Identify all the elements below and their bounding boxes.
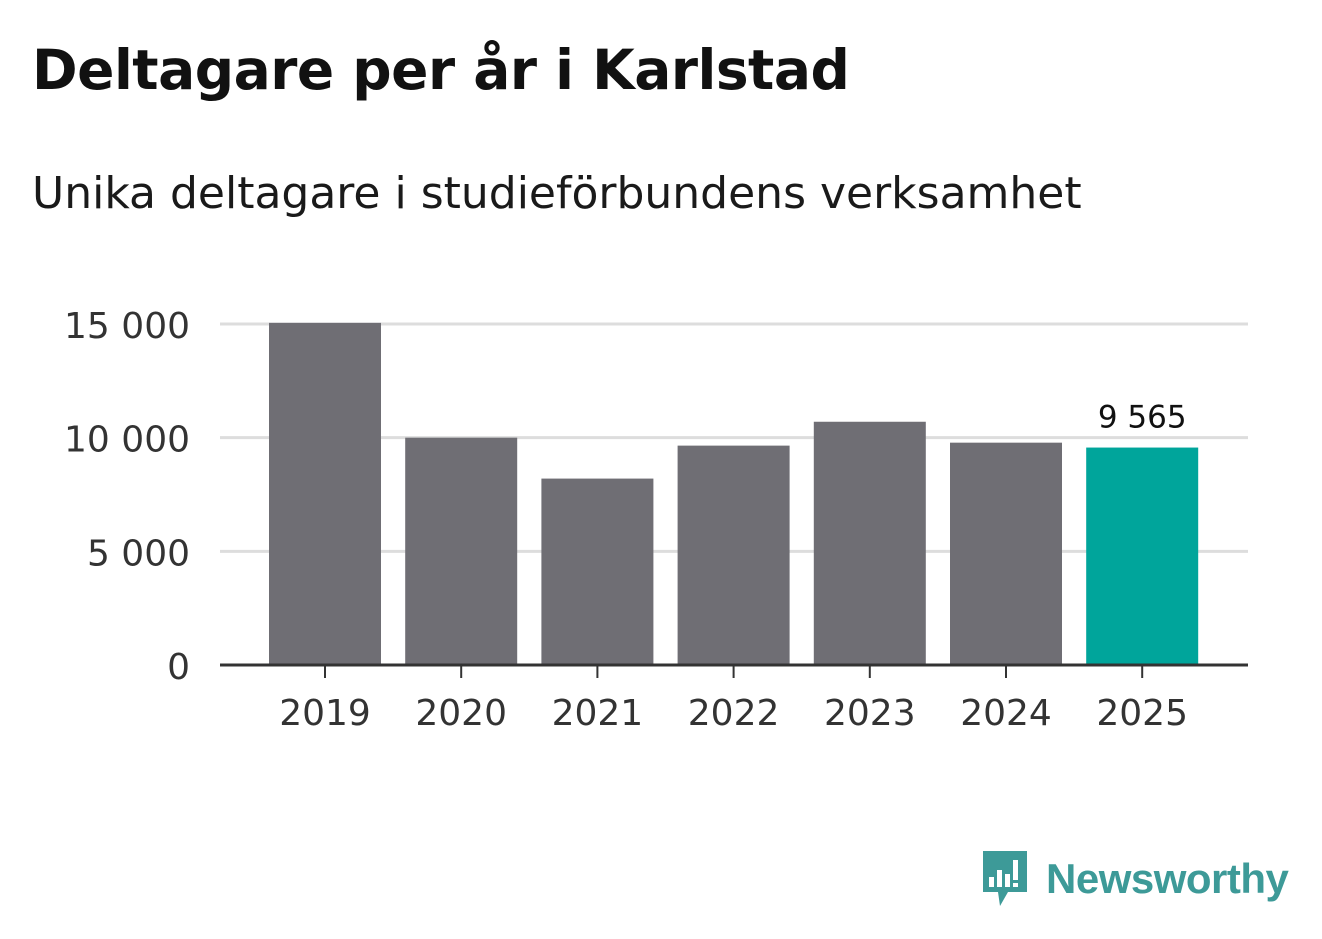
bar-2024 [950,442,1062,665]
x-tick-label: 2024 [960,693,1052,734]
x-tick-label: 2021 [552,693,644,734]
data-label: 9 565 [1098,400,1187,436]
y-tick-label: 10 000 [64,420,190,461]
y-tick-label: 5 000 [87,533,190,574]
newsworthy-logo: Newsworthy [980,848,1289,910]
y-tick-label: 15 000 [64,306,190,347]
x-tick-label: 2025 [1096,693,1188,734]
x-tick-label: 2022 [688,693,780,734]
y-tick-label: 0 [167,647,190,688]
bar-2022 [677,445,790,665]
newsworthy-logo-text: Newsworthy [1046,855,1289,902]
bar-2020 [405,437,518,665]
chart-subtitle: Unika deltagare i studieförbundens verks… [32,168,1082,219]
x-tick-label: 2019 [279,693,371,734]
bar-2019 [269,322,381,665]
x-tick-label: 2023 [824,693,916,734]
newsworthy-logo-icon [983,851,1027,906]
bar-2023 [813,421,926,665]
bar-2021 [541,478,654,665]
chart-title: Deltagare per år i Karlstad [32,38,850,102]
bar-2025 [1086,447,1199,665]
x-tick-label: 2020 [415,693,507,734]
